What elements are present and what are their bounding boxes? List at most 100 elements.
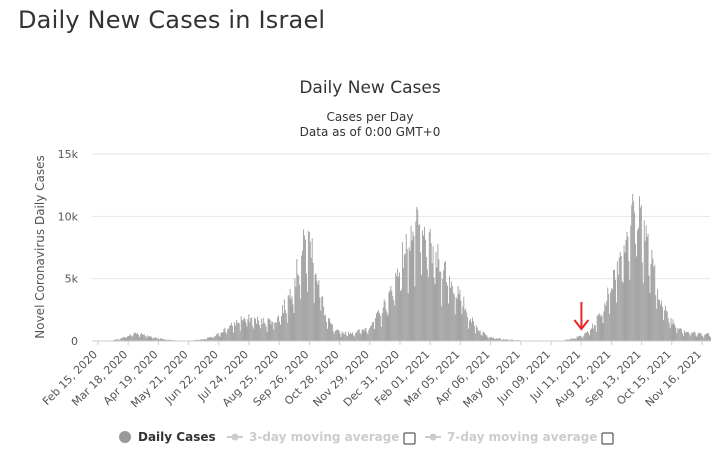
bar (445, 261, 447, 341)
bar (118, 339, 120, 341)
bar (613, 269, 614, 341)
bar (125, 338, 127, 341)
bar (142, 334, 144, 341)
bar (369, 328, 371, 341)
bar (204, 338, 206, 341)
bar (707, 333, 708, 341)
bar (605, 305, 607, 341)
bar (206, 339, 208, 341)
bar (638, 227, 639, 341)
bar (637, 230, 638, 341)
bar (510, 339, 512, 341)
bar (606, 301, 608, 341)
bar (617, 275, 619, 341)
bar (648, 275, 650, 341)
bar (250, 317, 252, 341)
bar (687, 332, 689, 341)
chart-subtitle-2: Data as of 0:00 GMT+0 (300, 125, 441, 139)
bar (375, 317, 376, 341)
bar (624, 252, 626, 341)
bar (676, 333, 678, 341)
bar (478, 331, 480, 341)
bar (213, 336, 215, 341)
bar (608, 294, 610, 341)
bar (223, 329, 225, 341)
bar (429, 228, 431, 341)
bar (619, 251, 621, 341)
bar (614, 270, 615, 341)
bar (437, 243, 439, 341)
bar (136, 333, 138, 341)
bar (161, 338, 162, 341)
bar (282, 313, 284, 341)
bar (401, 289, 402, 341)
bar (240, 316, 242, 341)
bar (631, 204, 633, 341)
bar (258, 320, 259, 341)
bar (454, 314, 456, 341)
bar (636, 256, 637, 341)
bar (162, 339, 163, 341)
legend-daily-cases[interactable]: Daily Cases (119, 430, 216, 444)
bar (402, 267, 404, 341)
bar (477, 330, 479, 341)
bar (197, 339, 199, 341)
bar (313, 303, 315, 341)
bar (126, 337, 128, 341)
bar (348, 331, 350, 341)
bar (301, 255, 303, 341)
bar (598, 313, 600, 341)
bar (633, 201, 635, 341)
bar (323, 306, 325, 341)
bar (414, 286, 416, 341)
legend-7day-average[interactable]: 7-day moving average (425, 430, 597, 444)
bar (289, 289, 291, 341)
bar (319, 297, 321, 341)
bar (160, 338, 161, 341)
legend-3day-checkbox[interactable] (403, 432, 416, 445)
bar (133, 334, 135, 341)
bar (635, 244, 637, 341)
legend-7day-checkbox[interactable] (601, 432, 614, 445)
bar (273, 329, 275, 341)
bar (655, 295, 657, 341)
bar (155, 337, 157, 341)
bar (439, 271, 441, 341)
bar (401, 242, 403, 341)
bar (486, 335, 488, 341)
bar (695, 335, 697, 341)
bar (461, 314, 463, 341)
legend-3day-average[interactable]: 3-day moving average (227, 430, 399, 444)
bar (692, 332, 694, 341)
bar (260, 318, 262, 341)
bar (618, 257, 620, 341)
bar (334, 331, 336, 341)
bar (350, 332, 352, 341)
bar (235, 319, 237, 341)
bar (496, 338, 498, 341)
bar (220, 332, 222, 341)
bar (365, 328, 367, 341)
bar (574, 338, 576, 341)
bar (693, 331, 695, 341)
bar (322, 296, 324, 341)
bar (612, 289, 613, 341)
bar (594, 325, 596, 341)
bar (226, 333, 228, 341)
bar (395, 272, 397, 341)
bar (497, 338, 499, 341)
bar (234, 325, 236, 341)
bar (699, 333, 701, 341)
bar (296, 259, 298, 341)
bar (256, 323, 257, 341)
bar (674, 325, 676, 341)
bar (311, 238, 313, 341)
bar (698, 332, 700, 341)
bar (685, 332, 686, 341)
y-tick-labels: 0 5k 10k 15k (58, 148, 79, 348)
bar (587, 331, 589, 341)
bar (664, 305, 666, 341)
bar (603, 311, 605, 341)
bar (434, 284, 436, 341)
bar (391, 290, 393, 341)
